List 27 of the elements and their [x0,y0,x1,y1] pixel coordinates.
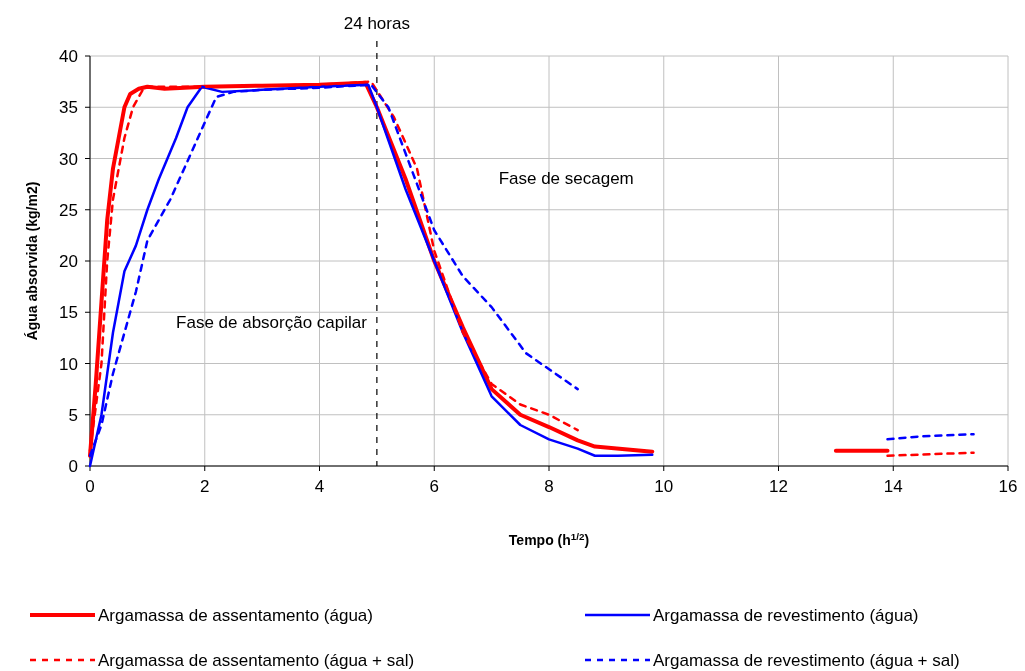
annotation: Fase de secagem [498,169,634,189]
x-tick-label: 12 [769,477,788,496]
x-tick-label: 16 [998,477,1018,496]
x-tick-label: 2 [200,477,210,496]
y-tick-label: 0 [68,457,78,476]
x-axis-title: Tempo (h$^{1/2}$) [508,530,590,548]
y-tick-label: 25 [59,200,78,220]
y-tick-label: 10 [59,354,78,374]
y-tick-label: 40 [59,47,78,66]
y-axis-title: Água absorvida (kg/m2) [24,181,40,341]
annotation: Fase de absorção capilar [176,312,368,332]
x-tick-label: 14 [883,477,903,496]
x-tick-label: 6 [429,477,439,496]
ref-line-label: 24 horas [343,14,410,33]
x-tick-label: 8 [544,477,554,496]
legend-label: Argamassa de revestimento (água) [653,606,919,625]
x-tick-label: 10 [654,477,674,496]
y-tick-label: 35 [59,98,78,118]
legend-label: Argamassa de revestimento (água + sal) [653,651,960,670]
y-tick-label: 5 [68,405,78,425]
x-tick-label: 0 [85,477,95,496]
x-tick-label: 4 [314,477,325,496]
y-tick-label: 30 [59,149,78,169]
legend-label: Argamassa de assentamento (água + sal) [98,651,415,670]
y-tick-label: 15 [59,303,78,323]
y-tick-label: 20 [59,252,78,271]
legend-label: Argamassa de assentamento (água) [98,606,373,625]
